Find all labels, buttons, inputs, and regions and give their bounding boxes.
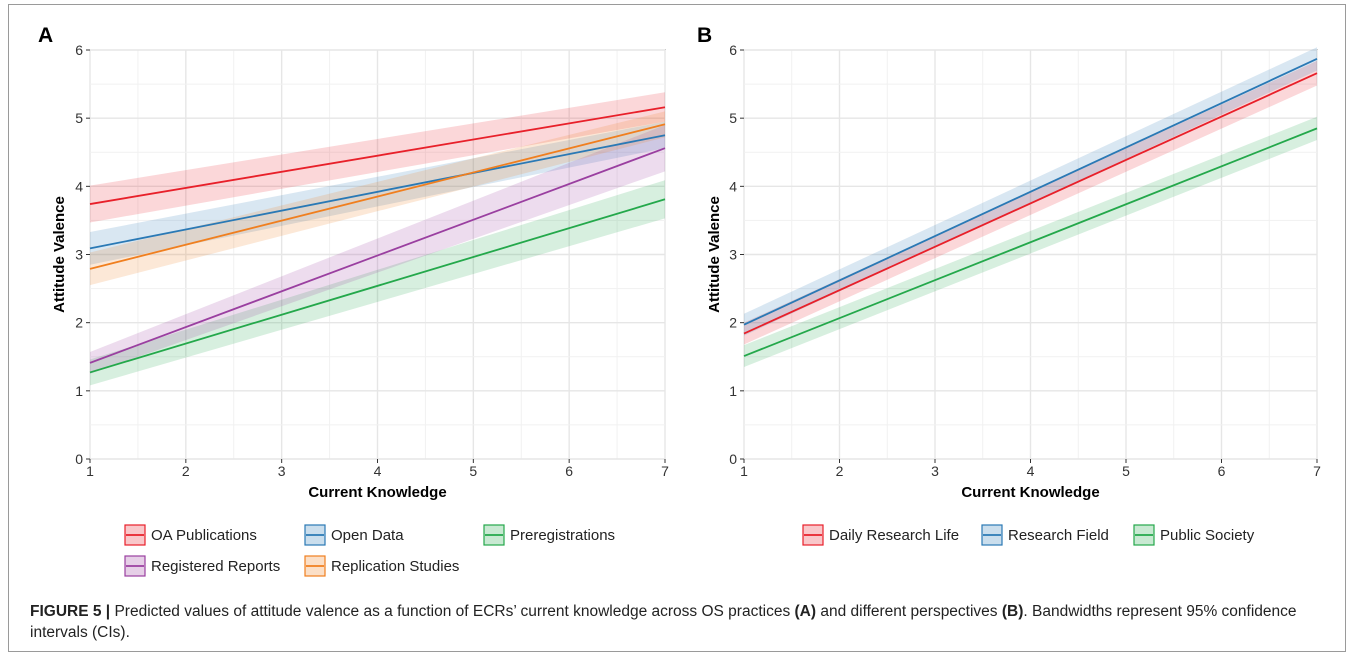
panel-a-band-preregistrations bbox=[90, 180, 665, 386]
panel-a-confidence-bands bbox=[90, 92, 665, 386]
panel-b-x-ticks: 1 2 3 4 5 6 7 bbox=[740, 459, 1321, 479]
caption-ref-b: (B) bbox=[1001, 603, 1024, 620]
panel-a-band-registered-reports bbox=[90, 124, 665, 374]
panel-b-x-tick-label: 1 bbox=[740, 463, 748, 479]
panel-a-legend-label-replication-studies: Replication Studies bbox=[331, 558, 459, 575]
panel-a-legend-item-oa-publications: OA Publications bbox=[124, 524, 257, 546]
panel-b-y-tick-label: 4 bbox=[729, 178, 737, 194]
panel-b-legend: Daily Research Life Research Field Public … bbox=[802, 524, 1255, 546]
panel-b-letter: B bbox=[697, 24, 712, 47]
panel-b-x-tick-label: 5 bbox=[1122, 463, 1130, 479]
panel-a-y-ticks: 0 1 2 3 4 5 6 bbox=[75, 42, 90, 467]
panel-a-band-replication-studies bbox=[90, 111, 665, 286]
panel-a-legend-item-preregistrations: Preregistrations bbox=[483, 524, 615, 546]
panel-a-line-registered-reports bbox=[89, 147, 666, 364]
panel-a-grid bbox=[89, 49, 666, 460]
panel-b-legend-item-public-society: Public Society bbox=[1133, 524, 1255, 546]
panel-a-y-tick-label: 0 bbox=[75, 451, 83, 467]
panel-b-y-tick-label: 1 bbox=[729, 383, 737, 399]
panel-a-y-tick-label: 6 bbox=[75, 42, 83, 58]
panel-a-legend-item-registered-reports: Registered Reports bbox=[124, 555, 280, 577]
panel-b-x-tick-label: 3 bbox=[931, 463, 939, 479]
panel-a-x-axis-label: Current Knowledge bbox=[308, 484, 446, 501]
panel-a-x-tick-label: 5 bbox=[469, 463, 477, 479]
panel-b-y-tick-label: 3 bbox=[729, 247, 737, 263]
panel-a-x-tick-label: 3 bbox=[278, 463, 286, 479]
panel-b-x-tick-label: 4 bbox=[1027, 463, 1035, 479]
panel-a-line-replication-studies bbox=[89, 123, 666, 270]
panel-b-y-tick-label: 6 bbox=[729, 42, 737, 58]
panel-b-line-daily-research-life bbox=[743, 72, 1318, 335]
caption-ref-a: (A) bbox=[794, 603, 817, 620]
panel-b-lines bbox=[743, 58, 1318, 357]
panel-a-legend-item-replication-studies: Replication Studies bbox=[304, 555, 459, 577]
panel-a-legend-label-open-data: Open Data bbox=[331, 527, 404, 544]
panel-a-x-tick-label: 6 bbox=[565, 463, 573, 479]
panel-a-x-tick-label: 2 bbox=[182, 463, 190, 479]
panel-b-y-axis-label: Attitude Valence bbox=[706, 196, 723, 313]
panel-b-x-tick-label: 6 bbox=[1218, 463, 1226, 479]
panel-a-y-tick-label: 2 bbox=[75, 315, 83, 331]
panel-a-x-ticks: 1 2 3 4 5 6 7 bbox=[86, 459, 669, 479]
panel-b-legend-item-research-field: Research Field bbox=[981, 524, 1109, 546]
panel-a-legend-label-oa-publications: OA Publications bbox=[151, 527, 257, 544]
panel-a-letter: A bbox=[38, 24, 53, 47]
panel-a-legend-label-preregistrations: Preregistrations bbox=[510, 527, 615, 544]
panel-b-y-tick-label: 5 bbox=[729, 110, 737, 126]
panel-b-y-ticks: 0 1 2 3 4 5 6 bbox=[729, 42, 744, 467]
panel-a-y-axis-label: Attitude Valence bbox=[51, 196, 68, 313]
panel-a-line-preregistrations bbox=[89, 198, 666, 374]
panel-a-legend: OA Publications Open Data Preregistrations… bbox=[124, 524, 615, 577]
caption-prefix: FIGURE 5 | bbox=[30, 603, 111, 620]
panel-b-x-axis-label: Current Knowledge bbox=[961, 484, 1099, 501]
panel-a-x-tick-label: 7 bbox=[661, 463, 669, 479]
panel-a-line-open-data bbox=[89, 134, 666, 250]
panel-b-legend-label-research-field: Research Field bbox=[1008, 527, 1109, 544]
panel-a-legend-item-open-data: Open Data bbox=[304, 524, 404, 546]
panel-a-x-tick-label: 4 bbox=[374, 463, 382, 479]
panel-b-y-tick-label: 2 bbox=[729, 315, 737, 331]
panel-a-lines bbox=[89, 106, 666, 374]
panel-b-legend-item-daily-research-life: Daily Research Life bbox=[802, 524, 959, 546]
panel-a-y-tick-label: 1 bbox=[75, 383, 83, 399]
caption-text-1: Predicted values of attitude valence as … bbox=[110, 603, 795, 620]
panel-a-y-tick-label: 3 bbox=[75, 247, 83, 263]
panel-a-line-oa-publications bbox=[89, 106, 666, 205]
panel-b-x-tick-label: 7 bbox=[1313, 463, 1321, 479]
panel-b-legend-label-daily-research-life: Daily Research Life bbox=[829, 527, 959, 544]
panel-b-line-research-field bbox=[743, 58, 1318, 326]
figure-caption: FIGURE 5 | Predicted values of attitude … bbox=[30, 601, 1320, 643]
panel-a-band-oa-publications bbox=[90, 92, 665, 223]
panel-b-y-tick-label: 0 bbox=[729, 451, 737, 467]
panel-b-legend-label-public-society: Public Society bbox=[1160, 527, 1255, 544]
panel-a-x-tick-label: 1 bbox=[86, 463, 94, 479]
panel-a-legend-label-registered-reports: Registered Reports bbox=[151, 558, 280, 575]
caption-text-2: and different perspectives bbox=[816, 603, 1002, 620]
figure-frame bbox=[8, 4, 1346, 652]
panel-b-line-public-society bbox=[743, 127, 1318, 357]
panel-a-band-open-data bbox=[90, 121, 665, 265]
panel-a-y-tick-label: 5 bbox=[75, 110, 83, 126]
panel-a-y-tick-label: 4 bbox=[75, 178, 83, 194]
caption-text-3: . Bandwidths represent 95% confidence in… bbox=[30, 603, 1297, 641]
panel-b-x-tick-label: 2 bbox=[836, 463, 844, 479]
